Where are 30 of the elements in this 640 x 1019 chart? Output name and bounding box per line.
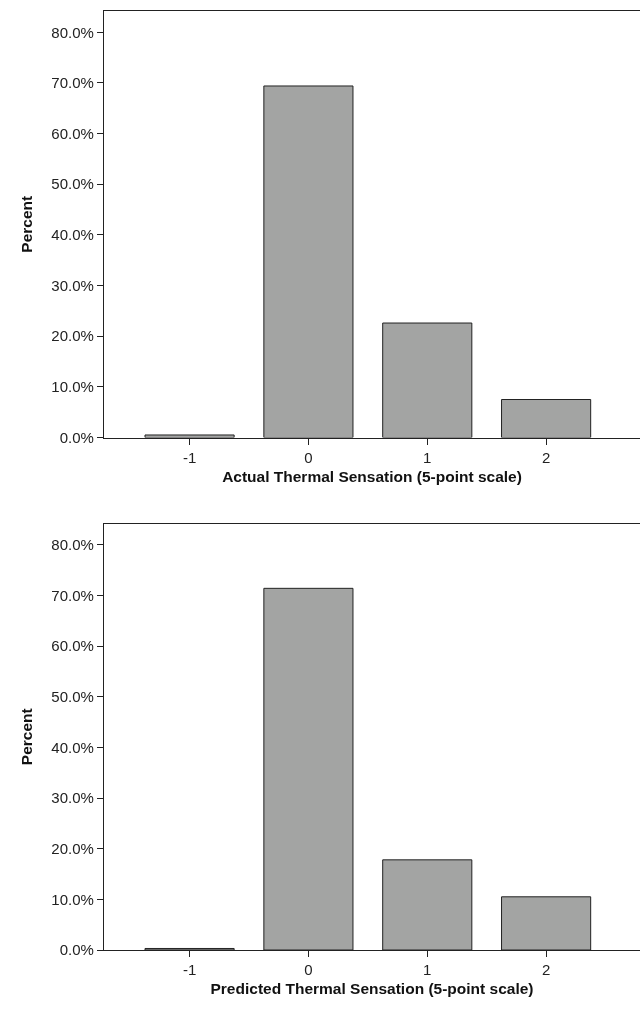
y-tick-label: 50.0% — [51, 175, 94, 193]
y-tick-label: 40.0% — [51, 738, 94, 756]
x-tick-label: 2 — [541, 448, 551, 466]
x-tick-label: 0 — [304, 448, 313, 466]
y-tick-label: 20.0% — [51, 327, 94, 345]
y-tick-label: 0.0% — [59, 941, 94, 959]
y-tick-label: 10.0% — [51, 890, 94, 908]
y-tick-label: 70.0% — [51, 74, 94, 92]
x-tick-label: 1 — [423, 961, 432, 979]
y-tick-label: 60.0% — [51, 124, 94, 142]
x-axis-title: Actual Thermal Sensation (5-point scale) — [222, 467, 522, 485]
y-axis-title: Percent — [18, 708, 36, 766]
x-tick-label: 1 — [423, 448, 432, 466]
y-tick-label: 0.0% — [59, 428, 94, 446]
x-tick-label: -1 — [182, 448, 197, 466]
y-tick-label: 10.0% — [51, 378, 94, 396]
y-axis-title: Percent — [18, 195, 36, 253]
y-tick-label: 80.0% — [51, 536, 94, 554]
x-axis-title: Predicted Thermal Sensation (5-point scale) — [210, 980, 534, 998]
y-tick-label: 20.0% — [51, 839, 94, 857]
x-tick-label: -1 — [182, 961, 197, 979]
y-tick-label: 50.0% — [51, 687, 94, 705]
x-tick-label: 0 — [304, 961, 313, 979]
y-tick-label: 60.0% — [51, 637, 94, 655]
x-tick-label: 2 — [541, 961, 551, 979]
y-tick-label: 70.0% — [51, 586, 94, 604]
y-tick-label: 40.0% — [51, 226, 94, 244]
y-tick-label: 30.0% — [51, 276, 94, 294]
y-tick-label: 30.0% — [51, 789, 94, 807]
y-tick-label: 80.0% — [51, 23, 94, 41]
